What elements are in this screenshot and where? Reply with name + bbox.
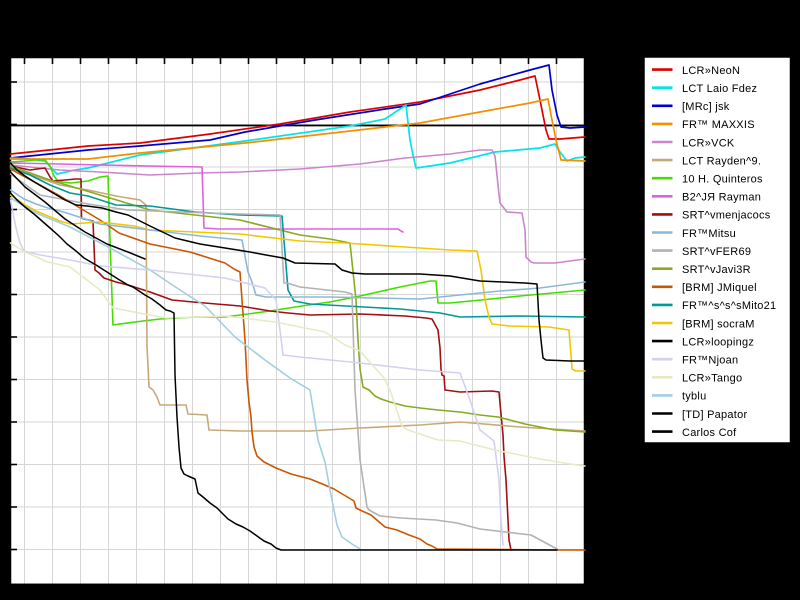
- svg-text:LCR»loopingz: LCR»loopingz: [682, 336, 754, 348]
- svg-text:[MRc] jsk: [MRc] jsk: [682, 101, 730, 113]
- svg-text:FR™Njoan: FR™Njoan: [682, 355, 738, 367]
- svg-text:[BRM] socraM: [BRM] socraM: [682, 318, 755, 330]
- svg-text:[BRM] JMiquel: [BRM] JMiquel: [682, 282, 757, 294]
- svg-text:B2^JЯ Rayman: B2^JЯ Rayman: [682, 192, 761, 204]
- svg-text:FR™ MAXXIS: FR™ MAXXIS: [682, 119, 755, 131]
- svg-text:SRT^vJavi3R: SRT^vJavi3R: [682, 264, 751, 276]
- svg-text:SRT^vmenjacocs: SRT^vmenjacocs: [682, 210, 771, 222]
- svg-text:FR™^s^s^sMito21: FR™^s^s^sMito21: [682, 300, 776, 312]
- svg-text:Carlos Cof: Carlos Cof: [682, 427, 737, 439]
- svg-text:tyblu: tyblu: [682, 391, 707, 403]
- svg-text:[TD] Papator: [TD] Papator: [682, 409, 747, 421]
- svg-text:FR™Mitsu: FR™Mitsu: [682, 228, 736, 240]
- svg-text:SRT^vFER69: SRT^vFER69: [682, 246, 751, 258]
- svg-text:LCR»NeoN: LCR»NeoN: [682, 65, 740, 77]
- svg-text:LCR»VCK: LCR»VCK: [682, 137, 735, 149]
- svg-text:LCT Rayden^9.: LCT Rayden^9.: [682, 155, 761, 167]
- svg-text:LCT Laio Fdez: LCT Laio Fdez: [682, 83, 757, 95]
- svg-text:10 H. Quinteros: 10 H. Quinteros: [682, 174, 763, 186]
- svg-text:LCR»Tango: LCR»Tango: [682, 373, 742, 385]
